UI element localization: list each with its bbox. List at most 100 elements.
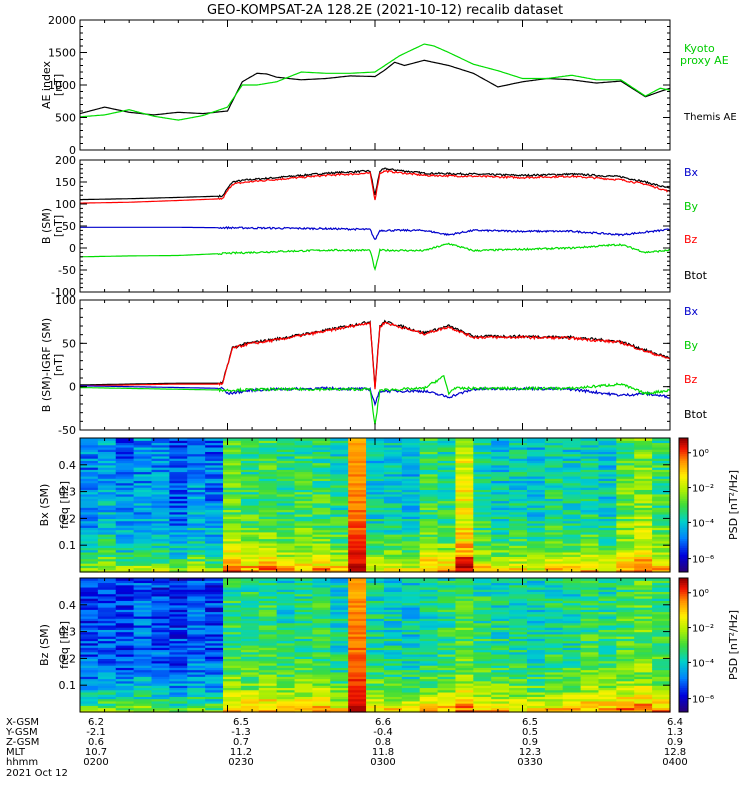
spectrogram-cell <box>115 449 135 452</box>
spectrogram-cell <box>526 502 546 506</box>
spectrogram-cell <box>133 567 153 571</box>
spectrogram-cell <box>97 489 117 493</box>
spectrogram-cell <box>544 569 564 573</box>
spectrogram-cell <box>562 478 582 482</box>
spectrogram-cell <box>526 618 546 622</box>
spectrogram-cell <box>455 565 474 569</box>
spectrogram-cell <box>580 685 600 689</box>
spectrogram-cell <box>366 660 385 664</box>
spectrogram-cell <box>491 656 510 659</box>
spectrogram-cell <box>491 680 510 684</box>
spectrogram-cell <box>544 667 564 671</box>
spectrogram-cell <box>562 586 582 590</box>
spectrogram-cell <box>348 549 367 553</box>
spectrogram-cell <box>562 645 582 648</box>
spectrogram-cell <box>491 658 510 662</box>
spectrogram-cell <box>80 627 99 630</box>
spectrogram-cell <box>366 591 385 595</box>
spectrogram-cell <box>509 531 528 535</box>
spectrogram-cell <box>580 453 600 457</box>
spectrogram-cell <box>223 593 242 597</box>
spectrogram-cell <box>616 582 635 586</box>
spectrogram-cell <box>455 651 474 655</box>
spectrogram-cell <box>330 689 349 693</box>
spectrogram-cell <box>401 464 421 468</box>
spectrogram-cell <box>223 640 242 644</box>
spectrogram-cell <box>473 687 492 691</box>
spectrogram-cell <box>509 615 528 619</box>
spectrogram-cell <box>223 542 242 546</box>
spectrogram-cell <box>115 520 135 524</box>
spectrogram-cell <box>544 460 564 464</box>
spectrogram-cell <box>276 595 296 599</box>
colorbar-segment <box>679 491 688 495</box>
spectrogram-cell <box>97 511 117 515</box>
spectrogram-cell <box>652 669 671 673</box>
spectrogram-cell <box>348 595 367 599</box>
spectrogram-cell <box>258 674 278 677</box>
spectrogram-cell <box>133 624 153 628</box>
spectrogram-cell <box>652 509 671 513</box>
spectrogram-cell <box>419 558 439 562</box>
spectrogram-cell <box>616 638 635 642</box>
spectrogram-cell <box>312 631 331 635</box>
spectrogram-cell <box>491 703 510 706</box>
spectrogram-cell <box>473 498 492 502</box>
spectrogram-cell <box>187 642 206 646</box>
spectrogram-cell <box>115 611 135 615</box>
spectrogram-cell <box>312 687 331 691</box>
spectrogram-cell <box>616 665 635 668</box>
spectrogram-cell <box>187 669 206 673</box>
spectrogram-cell <box>401 513 421 517</box>
spectrogram-cell <box>509 480 528 484</box>
spectrogram-cell <box>598 498 617 502</box>
spectrogram-cell <box>526 440 546 444</box>
spectrogram-cell <box>652 580 671 584</box>
spectrogram-cell <box>348 554 367 557</box>
spectrogram-cell <box>473 582 492 586</box>
spectrogram-cell <box>223 671 242 675</box>
spectrogram-cell <box>223 563 242 566</box>
spectrogram-cell <box>294 700 314 704</box>
spectrogram-cell <box>97 464 117 468</box>
spectrogram-cell <box>187 542 206 546</box>
spectrogram-cell <box>580 489 600 493</box>
spectrogram-cell <box>509 633 528 637</box>
spectrogram-cell <box>473 624 492 628</box>
spectrogram-cell <box>187 689 206 693</box>
spectrogram-cell <box>223 460 242 464</box>
spectrogram-cell <box>294 529 314 533</box>
spectrogram-cell <box>115 662 135 666</box>
spectrogram-cell <box>294 662 314 666</box>
spectrogram-cell <box>419 525 439 528</box>
spectrogram-cell <box>258 516 278 519</box>
spectrogram-cell <box>455 549 474 553</box>
spectrogram-cell <box>580 598 600 601</box>
spectrogram-cell <box>80 651 99 655</box>
spectrogram-cell <box>348 551 367 555</box>
spectrogram-cell <box>151 613 170 617</box>
spectrogram-cell <box>97 656 117 659</box>
spectrogram-cell <box>383 569 403 573</box>
spectrogram-cell <box>366 600 385 604</box>
spectrogram-cell <box>401 438 421 441</box>
spectrogram-cell <box>419 687 439 691</box>
spectrogram-cell <box>115 703 135 706</box>
spectrogram-cell <box>616 560 635 564</box>
spectrogram-cell <box>598 674 617 677</box>
spectrogram-cell <box>455 563 474 566</box>
spectrogram-cell <box>348 645 367 648</box>
colorbar-tick-label: 10⁰ <box>692 589 709 600</box>
spectrogram-cell <box>580 451 600 455</box>
spectrogram-cell <box>598 475 617 479</box>
spectrogram-cell <box>598 658 617 662</box>
spectrogram-cell <box>205 529 224 533</box>
colorbar-segment <box>679 682 688 686</box>
spectrogram-cell <box>276 464 296 468</box>
spectrogram-cell <box>133 642 153 646</box>
spectrogram-cell <box>401 633 421 637</box>
spectrogram-cell <box>383 685 403 689</box>
spectrogram-cell <box>401 687 421 691</box>
spectrogram-cell <box>544 475 564 479</box>
spectrogram-cell <box>491 600 510 604</box>
